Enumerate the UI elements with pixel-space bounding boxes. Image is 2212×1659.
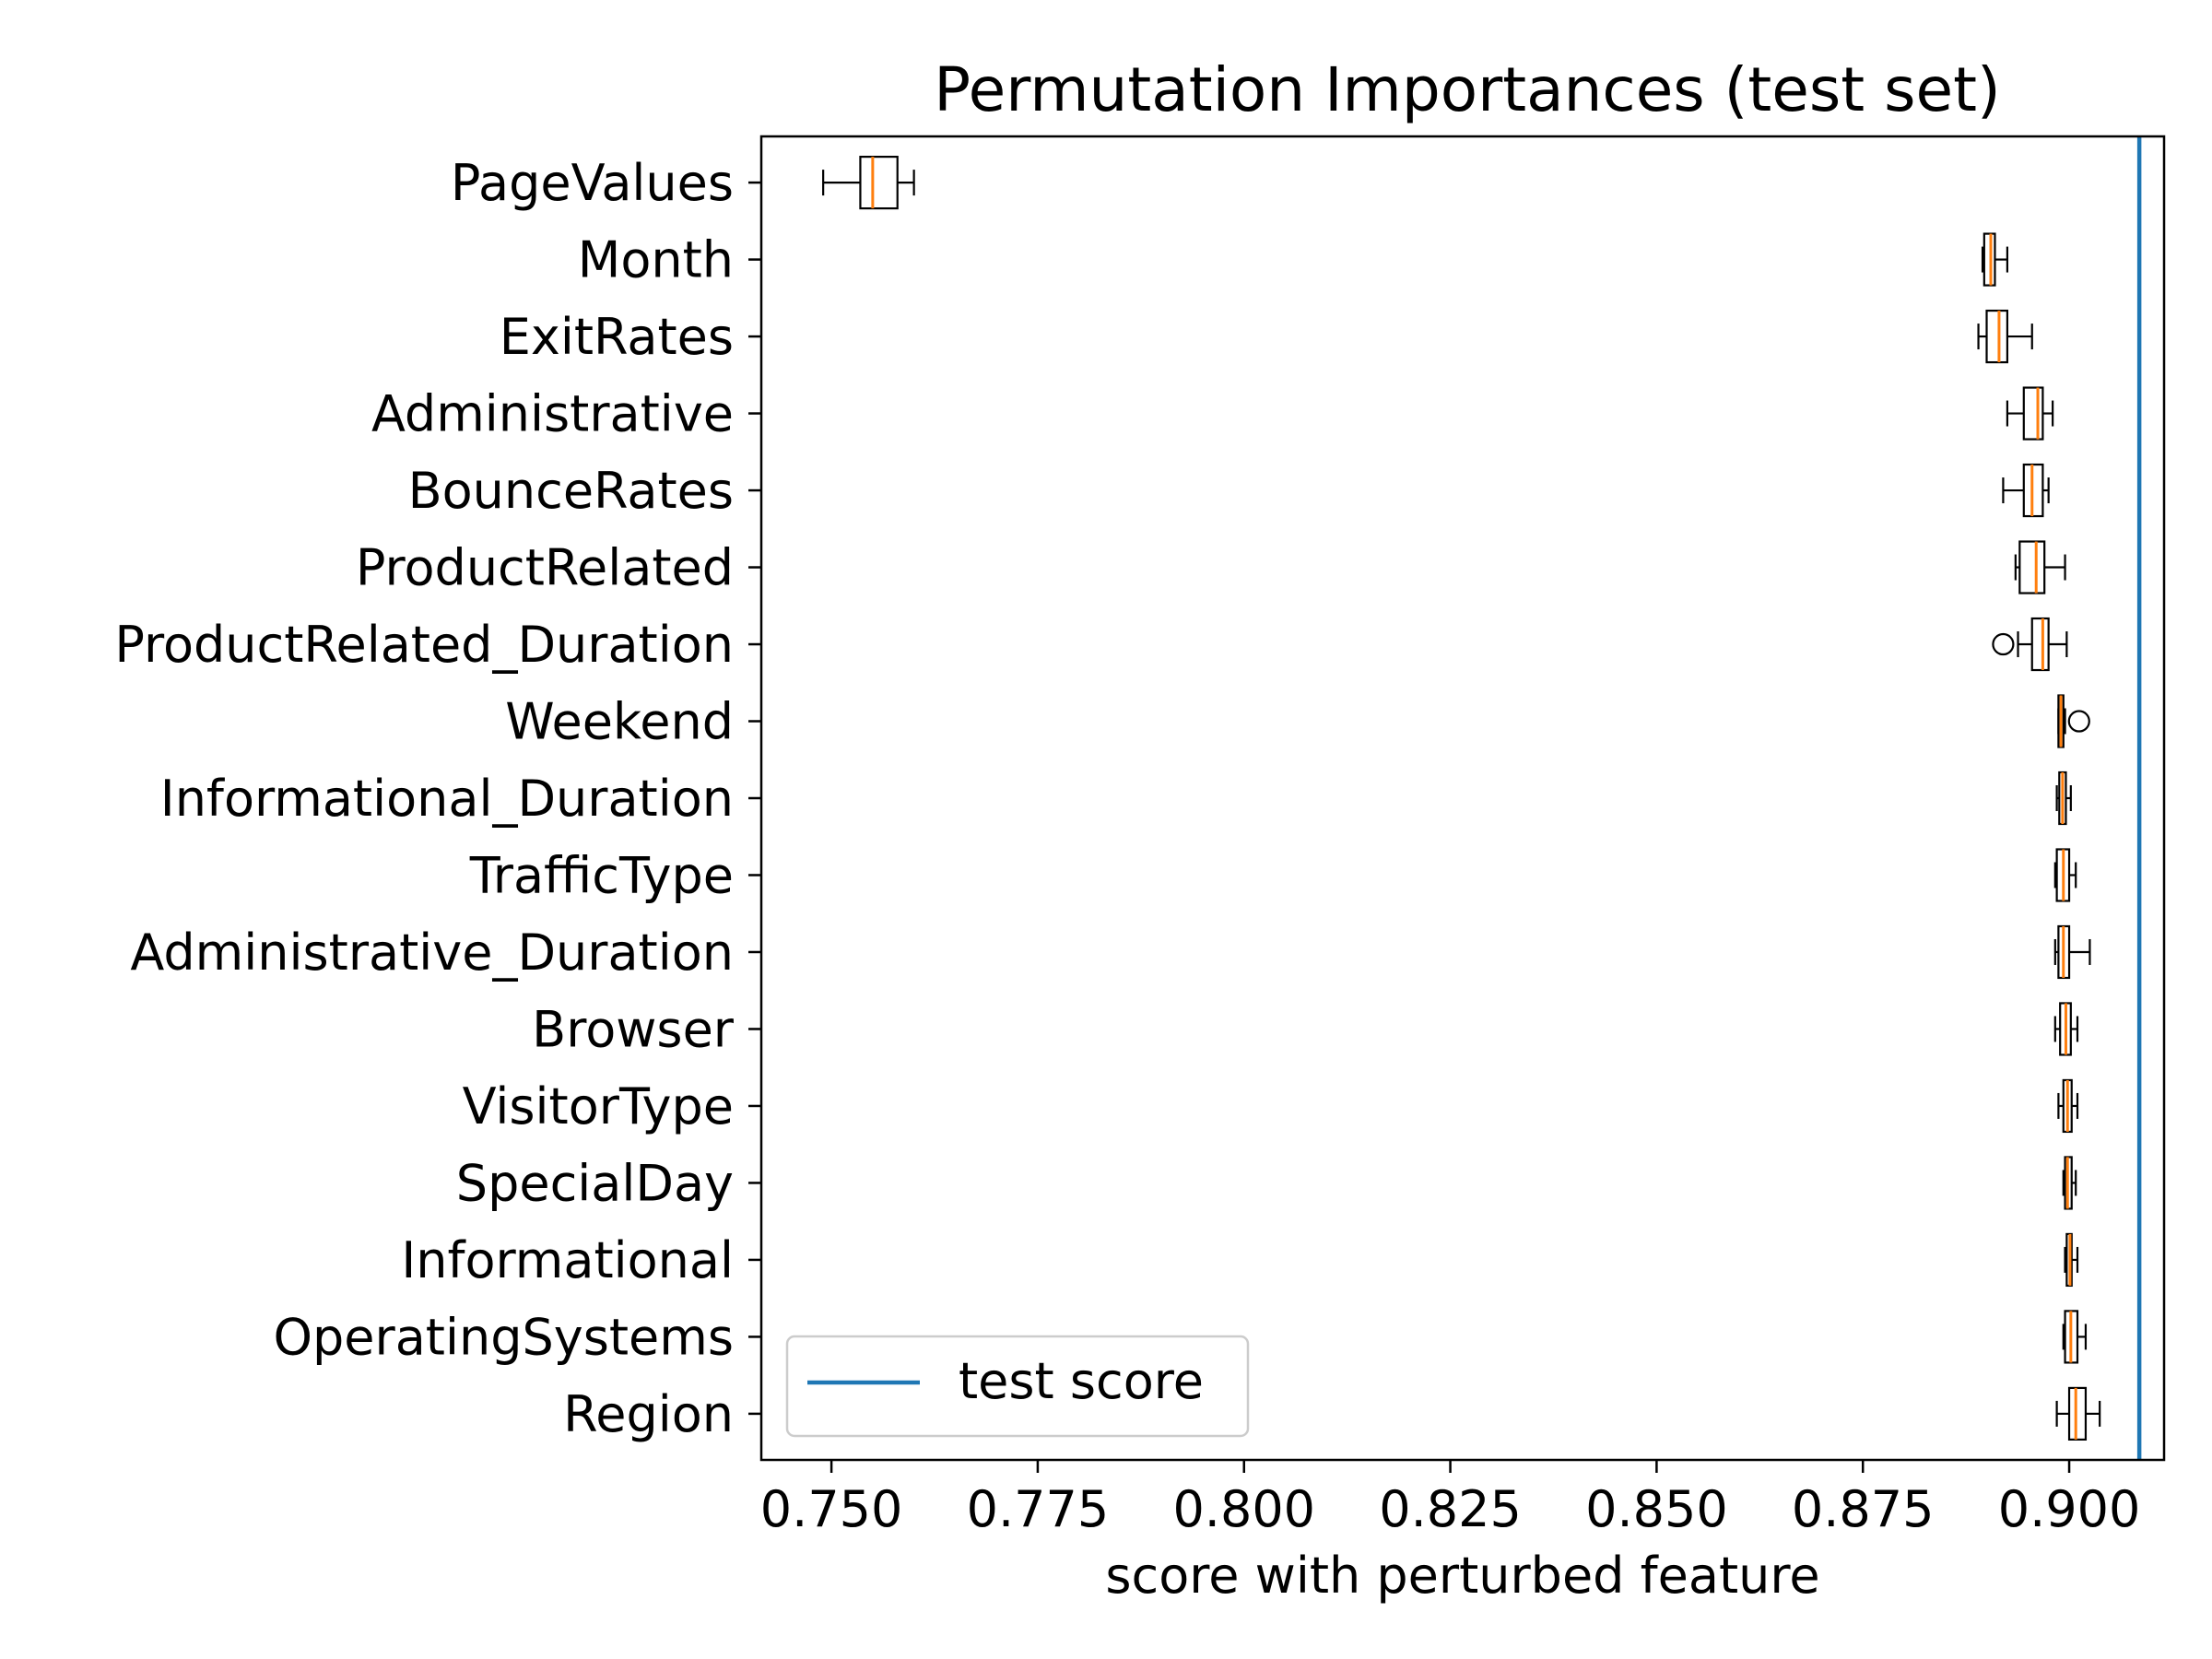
box <box>2030 617 2050 672</box>
y-tick-label: ExitRates <box>500 308 734 366</box>
boxplot-Browser <box>2053 1002 2079 1056</box>
y-tick-label: Administrative_Duration <box>130 924 734 982</box>
x-tick-label: 0.825 <box>1379 1480 1522 1538</box>
y-tick-label: ProductRelated_Duration <box>114 616 734 674</box>
y-tick-label: Browser <box>532 1000 735 1058</box>
x-tick-label: 0.875 <box>1792 1480 1935 1538</box>
y-tick-label: BounceRates <box>408 462 734 520</box>
y-tick-label: Region <box>563 1385 734 1443</box>
boxplot-SpecialDay <box>2062 1156 2077 1210</box>
boxplot-Administrative <box>2006 386 2054 441</box>
box <box>2067 1386 2088 1441</box>
y-tick-label: ProductRelated <box>356 539 734 597</box>
x-tick-label: 0.750 <box>760 1480 903 1538</box>
boxplot-BounceRates <box>2002 463 2050 518</box>
boxplot-Informational_Duration <box>2055 771 2072 826</box>
y-tick-label: Administrative <box>371 385 734 443</box>
y-tick-label: Informational <box>401 1231 734 1289</box>
boxplot-ProductRelated <box>2014 540 2066 594</box>
box <box>2018 540 2046 594</box>
boxplot-ExitRates <box>1977 309 2033 364</box>
plot-area: 0.750 0.775 0.800 0.825 0.850 0.875 0.900 PageV… <box>114 136 2142 1538</box>
y-tick-label: Weekend <box>505 693 734 751</box>
boxplot-Informational <box>2064 1232 2079 1288</box>
legend-box <box>785 1335 1250 1438</box>
legend: test score <box>785 1335 1250 1438</box>
y-tick-label: OperatingSystems <box>274 1308 734 1366</box>
plot-frame <box>759 135 2166 1462</box>
x-tick-label: 0.775 <box>967 1480 1110 1538</box>
y-tick-label: SpecialDay <box>456 1154 734 1212</box>
x-tick-label: 0.900 <box>1998 1480 2141 1538</box>
y-tick-label: Informational_Duration <box>160 770 734 828</box>
boxplot-ProductRelated_Duration <box>1992 617 2068 672</box>
y-tick-label: VisitorType <box>463 1077 734 1135</box>
y-tick-label: TrafficType <box>469 846 734 904</box>
boxplot-Weekend <box>2057 694 2090 748</box>
boxplot-Month <box>1981 232 2008 287</box>
box <box>2022 386 2044 441</box>
chart-title: Permutation Importances (test set) <box>934 54 2001 125</box>
x-tick-label: 0.800 <box>1172 1480 1315 1538</box>
boxplot-Administrative_Duration <box>2053 924 2091 980</box>
x-tick-label: 0.850 <box>1585 1480 1728 1538</box>
boxplot-OperatingSystems <box>2062 1310 2088 1364</box>
boxplot-TrafficType <box>2053 848 2077 902</box>
boxplot-VisitorType <box>2057 1078 2079 1134</box>
boxplot-Region <box>2055 1386 2101 1441</box>
box <box>859 155 899 210</box>
box <box>1985 309 2008 364</box>
boxplot-PageValues <box>822 155 915 210</box>
legend-label-test-score: test score <box>959 1352 1204 1410</box>
y-tick-label: PageValues <box>451 154 734 212</box>
y-tick-label: Month <box>578 231 734 289</box>
x-axis-label: score with perturbed feature <box>1105 1547 1819 1605</box>
outlier <box>2067 710 2090 733</box>
outlier <box>1992 632 2015 656</box>
